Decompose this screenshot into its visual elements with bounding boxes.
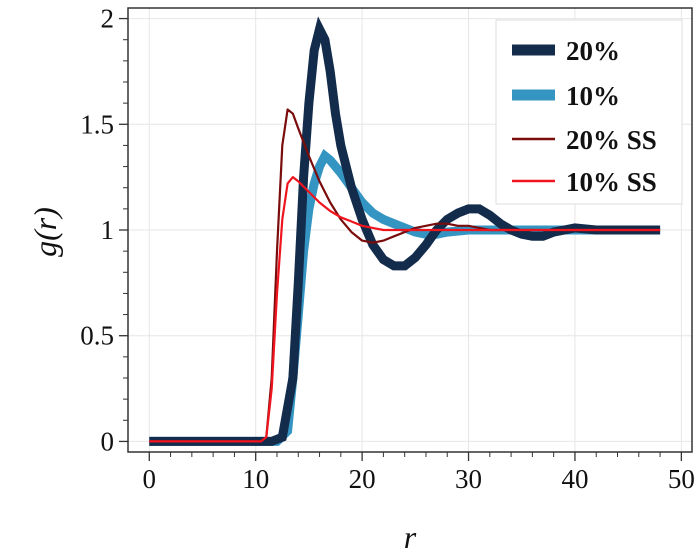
legend-label-1: 10% [566,81,620,111]
y-tick-label: 1.5 [80,109,114,139]
y-tick-label: 0 [101,426,115,456]
tick-labels: 0 10 20 30 40 50 0 0.5 1 1.5 2 [80,4,695,494]
legend: 20% 10% 20% SS 10% SS [495,19,683,205]
x-tick-label: 30 [455,464,482,494]
series-lines [149,16,661,446]
series-line-3 [149,176,661,443]
x-tick-label: 50 [668,464,695,494]
x-tick-label: 40 [561,464,588,494]
x-tick-label: 0 [143,464,157,494]
series-line-0 [149,16,661,446]
legend-label-0: 20% [566,36,620,66]
y-axis-title: g(r) [27,207,63,257]
legend-label-3: 10% SS [566,167,657,197]
x-axis-title: r [404,519,417,555]
x-tick-label: 20 [349,464,376,494]
x-tick-label: 10 [242,464,269,494]
legend-label-2: 20% SS [566,125,657,155]
y-tick-label: 0.5 [80,321,114,351]
y-tick-label: 2 [101,4,115,34]
y-tick-label: 1 [101,215,115,245]
axis-ticks [119,17,683,461]
